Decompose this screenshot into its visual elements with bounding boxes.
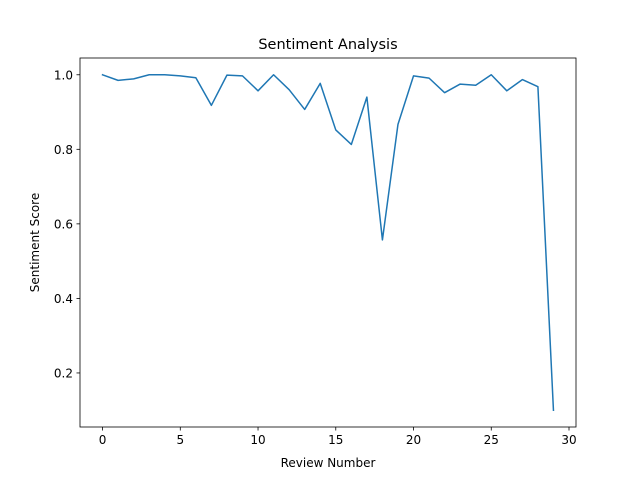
y-tick-label: 0.2 xyxy=(54,366,73,380)
x-tick-label: 5 xyxy=(176,433,184,447)
x-axis-label: Review Number xyxy=(281,456,376,470)
x-tick-label: 0 xyxy=(99,433,107,447)
x-tick-label: 15 xyxy=(328,433,343,447)
x-tick-label: 25 xyxy=(484,433,499,447)
series-layer xyxy=(101,73,555,412)
plot-area xyxy=(80,58,576,427)
chart-title: Sentiment Analysis xyxy=(258,37,397,53)
plot-frame xyxy=(79,57,577,428)
y-tick-label: 0.8 xyxy=(54,143,73,157)
y-tick-label: 0.4 xyxy=(54,292,73,306)
x-tick-label: 10 xyxy=(250,433,265,447)
y-axis-ticks: 0.2 0.4 0.6 0.8 1.0 xyxy=(54,68,80,380)
x-tick-label: 30 xyxy=(561,433,576,447)
y-tick-label: 1.0 xyxy=(54,68,73,82)
x-axis-ticks: 0 5 10 15 20 25 30 xyxy=(99,427,577,447)
series-line-0 xyxy=(101,73,555,412)
x-tick-label: 20 xyxy=(406,433,421,447)
y-axis-label: Sentiment Score xyxy=(28,193,42,292)
y-tick-label: 0.6 xyxy=(54,217,73,231)
